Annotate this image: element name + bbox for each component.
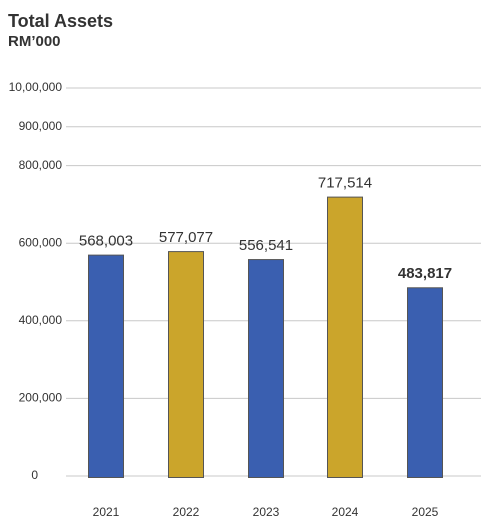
bar — [168, 251, 204, 478]
y-tick-label: 0 — [31, 468, 38, 482]
y-tick-label: 800,000 — [19, 158, 63, 172]
bar — [327, 196, 363, 479]
bar — [248, 259, 284, 479]
x-tick-label: 2021 — [93, 505, 120, 519]
value-label: 577,077 — [159, 229, 213, 246]
chart-subtitle: RM’000 — [8, 33, 61, 50]
value-label: 568,003 — [79, 233, 133, 250]
y-tick-label: 10,00,000 — [9, 80, 63, 94]
bar — [88, 254, 124, 478]
x-tick-label: 2024 — [332, 505, 359, 519]
y-tick-label: 900,000 — [19, 119, 63, 133]
x-tick-label: 2022 — [173, 505, 200, 519]
y-tick-label: 400,000 — [19, 313, 63, 327]
value-label: 483,817 — [398, 265, 452, 282]
value-label: 556,541 — [239, 237, 293, 254]
bar — [407, 287, 443, 478]
x-tick-label: 2025 — [412, 505, 439, 519]
y-tick-label: 600,000 — [19, 235, 63, 249]
value-label: 717,514 — [318, 175, 372, 192]
x-tick-label: 2023 — [253, 505, 280, 519]
y-tick-label: 200,000 — [19, 391, 63, 405]
chart-title: Total Assets — [8, 11, 113, 31]
